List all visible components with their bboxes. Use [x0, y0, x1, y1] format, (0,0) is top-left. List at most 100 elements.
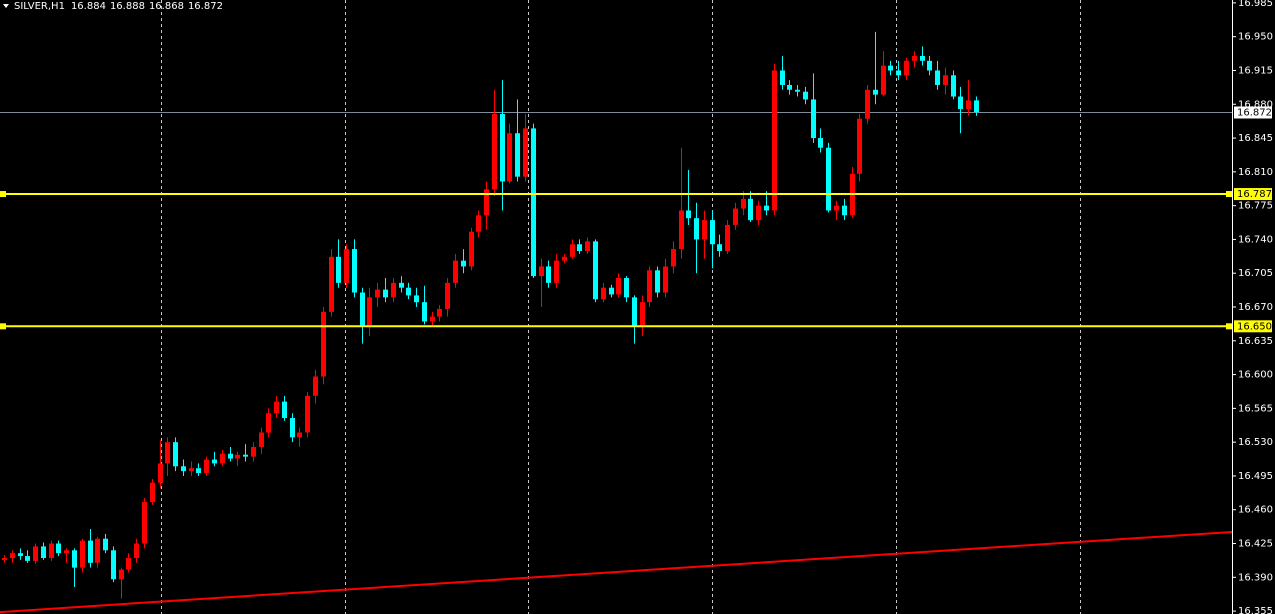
candle-body — [406, 287, 411, 296]
high: 16.888 — [110, 1, 145, 12]
level-handle — [0, 323, 6, 330]
candle-body — [344, 249, 349, 283]
candle-body — [842, 205, 847, 216]
candle-body — [756, 205, 761, 221]
candle-body — [671, 249, 676, 267]
candle-body — [593, 241, 598, 300]
candle-body — [352, 249, 357, 293]
candle-body — [95, 538, 100, 563]
chart-header: SILVER,H1 16.884 16.888 16.868 16.872 — [14, 1, 223, 12]
candle-body — [935, 70, 940, 85]
candle-body — [818, 138, 823, 148]
candle-body — [966, 100, 971, 110]
grid — [161, 0, 1081, 614]
candle-body — [974, 100, 979, 112]
candle-body — [383, 289, 388, 298]
y-tick-label: 16.775 — [1238, 201, 1273, 212]
candle-body — [803, 91, 808, 100]
candle-body — [72, 550, 77, 568]
candle-body — [119, 569, 124, 580]
candle-body — [453, 260, 458, 283]
y-tick-label: 16.565 — [1238, 403, 1273, 414]
plot — [0, 31, 1233, 614]
candle-body — [10, 553, 15, 559]
candle-body — [259, 432, 264, 447]
level-handle — [1226, 191, 1232, 198]
candle-body — [640, 302, 645, 327]
candle-body — [577, 244, 582, 252]
level-handle — [0, 191, 6, 198]
trendline — [0, 530, 1233, 614]
y-tick-label: 16.740 — [1238, 234, 1273, 245]
candle-body — [282, 401, 287, 419]
y-tick-label: 16.425 — [1238, 539, 1273, 550]
candle-body — [733, 208, 738, 225]
candle-body — [173, 442, 178, 467]
candle-body — [764, 205, 769, 211]
candle-body — [663, 266, 668, 293]
candle-body — [616, 278, 621, 295]
candle-body — [321, 311, 326, 377]
candle-body — [546, 266, 551, 283]
candle-body — [725, 224, 730, 252]
candle-body — [336, 256, 341, 283]
candle-body — [111, 550, 116, 580]
menu-arrow[interactable] — [3, 4, 9, 8]
level-label: 16.650 — [1237, 321, 1272, 332]
candle-body — [49, 543, 54, 559]
y-tick-label: 16.460 — [1238, 505, 1273, 516]
candle-body — [570, 244, 575, 257]
candle-body — [251, 446, 256, 457]
candle-body — [507, 133, 512, 182]
candle-body — [158, 463, 163, 483]
y-tick-label: 16.495 — [1238, 471, 1273, 482]
candle-body — [647, 270, 652, 303]
candle-body — [391, 282, 396, 298]
candle-body — [920, 55, 925, 61]
open: 16.884 — [71, 1, 106, 12]
candle-body — [422, 302, 427, 322]
candle-body — [430, 316, 435, 322]
candle-body — [64, 550, 69, 554]
price-axis: 16.985 16.950 16.915 16.880 16.845 16.810 16.7… — [1232, 0, 1273, 614]
candle-body — [212, 459, 217, 464]
candle-body — [562, 256, 567, 261]
candle-body — [523, 128, 528, 177]
candle-body — [476, 215, 481, 232]
candle-body — [437, 308, 442, 317]
candle-body — [826, 147, 831, 211]
candle-body — [601, 287, 606, 300]
candle-body — [585, 241, 590, 252]
level-label: 16.787 — [1237, 189, 1272, 200]
candle-body — [873, 89, 878, 95]
candle-body — [888, 65, 893, 71]
candle-body — [717, 244, 722, 252]
candle-body — [414, 295, 419, 303]
candle-body — [375, 289, 380, 298]
candle-body — [881, 65, 886, 95]
candle-body — [500, 113, 505, 182]
candle-body — [787, 84, 792, 90]
candle-body — [780, 70, 785, 85]
candle-body — [795, 89, 800, 92]
candle-body — [702, 220, 707, 240]
candle-body — [41, 546, 46, 559]
candle-body — [126, 558, 131, 570]
candle-body — [896, 70, 901, 76]
candle-body — [632, 297, 637, 327]
candle-body — [461, 260, 466, 267]
candle-body — [243, 454, 248, 457]
candle-body — [360, 292, 365, 327]
candle-body — [748, 198, 753, 221]
y-tick-label: 16.355 — [1238, 606, 1273, 614]
candle-body — [655, 270, 660, 293]
candle-body — [18, 553, 23, 557]
candle-body — [134, 543, 139, 559]
candle-body — [80, 540, 85, 568]
y-tick-label: 16.880 — [1238, 99, 1273, 110]
candle-body — [539, 266, 544, 277]
y-tick-label: 16.950 — [1238, 32, 1273, 43]
candle-body — [531, 128, 536, 277]
candle-body — [2, 558, 7, 560]
